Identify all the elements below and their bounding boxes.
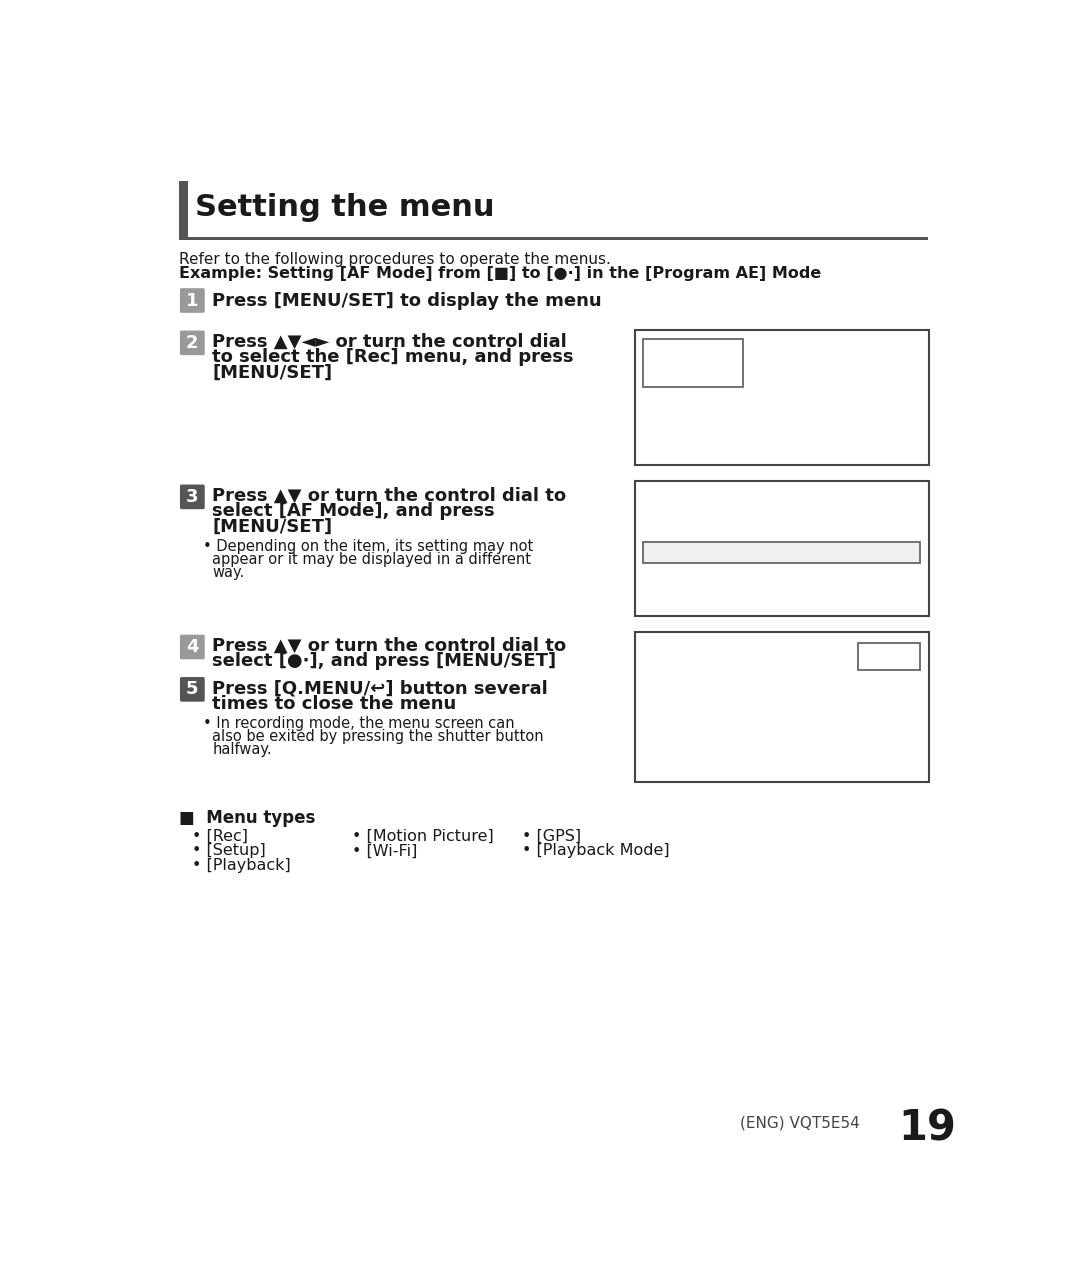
Bar [635, 330, 930, 464]
Text: select [AF Mode], and press: select [AF Mode], and press [213, 502, 495, 520]
Text: times to close the menu: times to close the menu [213, 695, 457, 713]
Text: Refer to the following procedures to operate the menus.: Refer to the following procedures to ope… [179, 252, 611, 267]
Text: • [Wi-Fi]: • [Wi-Fi] [352, 843, 417, 858]
Text: • Depending on the item, its setting may not: • Depending on the item, its setting may… [203, 540, 534, 554]
Text: [MENU/SET]: [MENU/SET] [213, 364, 333, 382]
Text: also be exited by pressing the shutter button: also be exited by pressing the shutter b… [213, 730, 544, 744]
Text: • [Motion Picture]: • [Motion Picture] [352, 829, 494, 844]
FancyBboxPatch shape [180, 677, 205, 702]
Text: • [Rec]: • [Rec] [192, 829, 248, 844]
Text: Press ▲▼◄► or turn the control dial: Press ▲▼◄► or turn the control dial [213, 333, 567, 351]
Bar [859, 644, 920, 669]
Text: appear or it may be displayed in a different: appear or it may be displayed in a diffe… [213, 553, 531, 567]
Text: Example: Setting [AF Mode] from [■] to [●⋅] in the [Program AE] Mode: Example: Setting [AF Mode] from [■] to [… [179, 266, 822, 281]
Text: Setting the menu: Setting the menu [195, 193, 495, 222]
Bar [179, 236, 928, 240]
Text: Press [Q.MENU/↩] button several: Press [Q.MENU/↩] button several [213, 680, 549, 698]
Text: 1: 1 [186, 292, 199, 310]
Bar [635, 482, 930, 617]
Bar [643, 339, 743, 387]
Text: way.: way. [213, 565, 245, 581]
Text: 5: 5 [186, 680, 199, 698]
Text: select [●⋅], and press [MENU/SET]: select [●⋅], and press [MENU/SET] [213, 653, 556, 671]
Text: 3: 3 [186, 488, 199, 506]
Text: (ENG) VQT5E54: (ENG) VQT5E54 [740, 1115, 860, 1131]
Bar [643, 541, 920, 563]
Text: • [Setup]: • [Setup] [192, 843, 266, 858]
FancyBboxPatch shape [180, 484, 205, 509]
Bar [635, 632, 930, 781]
Text: Press ▲▼ or turn the control dial to: Press ▲▼ or turn the control dial to [213, 487, 567, 505]
Text: 2: 2 [186, 334, 199, 352]
Text: • [GPS]: • [GPS] [523, 829, 582, 844]
Text: 4: 4 [186, 637, 199, 657]
Bar [179, 181, 189, 236]
Text: Press ▲▼ or turn the control dial to: Press ▲▼ or turn the control dial to [213, 637, 567, 655]
Text: [MENU/SET]: [MENU/SET] [213, 518, 333, 536]
Text: Press [MENU/SET] to display the menu: Press [MENU/SET] to display the menu [213, 292, 603, 310]
Text: • [Playback]: • [Playback] [192, 858, 292, 873]
Text: • [Playback Mode]: • [Playback Mode] [523, 843, 670, 858]
FancyBboxPatch shape [180, 635, 205, 659]
Text: to select the [Rec] menu, and press: to select the [Rec] menu, and press [213, 348, 573, 366]
Text: 19: 19 [899, 1108, 956, 1150]
Text: halfway.: halfway. [213, 743, 272, 757]
Text: • In recording mode, the menu screen can: • In recording mode, the menu screen can [203, 716, 515, 731]
Text: ■  Menu types: ■ Menu types [179, 808, 315, 826]
FancyBboxPatch shape [180, 330, 205, 355]
FancyBboxPatch shape [180, 288, 205, 312]
